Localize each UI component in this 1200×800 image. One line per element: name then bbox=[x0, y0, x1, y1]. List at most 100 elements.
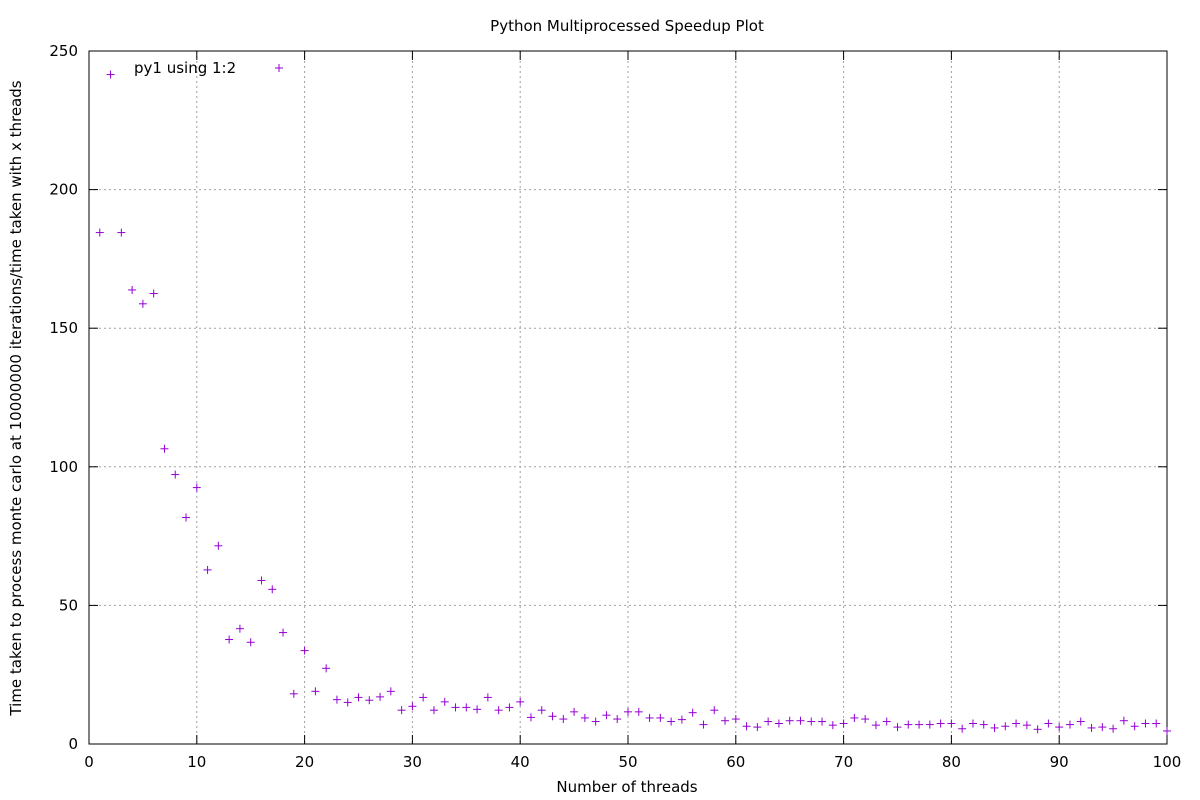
data-point bbox=[936, 719, 945, 728]
data-point bbox=[397, 706, 406, 715]
data-point bbox=[171, 470, 180, 479]
data-point bbox=[699, 720, 708, 729]
data-point bbox=[721, 716, 730, 725]
data-point bbox=[710, 706, 719, 715]
x-tick-label: 50 bbox=[618, 753, 637, 771]
data-point bbox=[731, 715, 740, 724]
legend-marker-sample bbox=[275, 64, 283, 72]
plot-frame bbox=[88, 50, 1168, 745]
data-point bbox=[839, 719, 848, 728]
y-axis-title: Time taken to process monte carlo at 100… bbox=[7, 80, 25, 716]
data-point bbox=[645, 713, 654, 722]
data-point bbox=[990, 723, 999, 732]
x-tick-label: 30 bbox=[403, 753, 422, 771]
data-points bbox=[95, 70, 1171, 735]
data-point bbox=[1044, 719, 1053, 728]
data-point bbox=[138, 299, 147, 308]
data-point bbox=[613, 715, 622, 724]
data-point bbox=[818, 717, 827, 726]
data-point bbox=[246, 638, 255, 647]
data-point bbox=[1141, 719, 1150, 728]
data-point bbox=[947, 719, 956, 728]
data-point bbox=[1087, 723, 1096, 732]
x-tick-label: 0 bbox=[84, 753, 94, 771]
data-point bbox=[95, 228, 104, 237]
data-point bbox=[279, 628, 288, 637]
data-point bbox=[311, 687, 320, 696]
data-point bbox=[440, 697, 449, 706]
data-point bbox=[958, 724, 967, 733]
y-tick-label: 200 bbox=[49, 181, 78, 199]
data-point bbox=[807, 717, 816, 726]
x-tick-label: 100 bbox=[1153, 753, 1182, 771]
x-tick-label: 20 bbox=[295, 753, 314, 771]
x-tick-label: 10 bbox=[187, 753, 206, 771]
data-point bbox=[117, 228, 126, 237]
data-point bbox=[634, 707, 643, 716]
data-point bbox=[1033, 725, 1042, 734]
data-point bbox=[257, 576, 266, 585]
data-point bbox=[559, 715, 568, 724]
data-point bbox=[386, 687, 395, 696]
data-point bbox=[1022, 721, 1031, 730]
data-point bbox=[408, 702, 417, 711]
legend-label: py1 using 1:2 bbox=[134, 59, 236, 77]
data-point bbox=[882, 717, 891, 726]
data-point bbox=[365, 696, 374, 705]
data-point bbox=[774, 719, 783, 728]
data-point bbox=[462, 703, 471, 712]
data-point bbox=[343, 698, 352, 707]
data-point bbox=[1001, 722, 1010, 731]
data-point bbox=[688, 708, 697, 717]
data-point bbox=[764, 717, 773, 726]
data-point bbox=[753, 723, 762, 732]
data-point bbox=[1055, 723, 1064, 732]
y-tick-label: 250 bbox=[49, 42, 78, 60]
data-point bbox=[915, 720, 924, 729]
data-point bbox=[214, 541, 223, 550]
data-point bbox=[904, 720, 913, 729]
data-point bbox=[1119, 716, 1128, 725]
data-point bbox=[1130, 722, 1139, 731]
data-point bbox=[1109, 724, 1118, 733]
data-point bbox=[516, 697, 525, 706]
x-tick-label: 70 bbox=[834, 753, 853, 771]
legend: py1 using 1:2 bbox=[134, 59, 283, 77]
y-tick-label: 150 bbox=[49, 319, 78, 337]
data-point bbox=[149, 289, 158, 298]
data-point bbox=[979, 720, 988, 729]
data-point bbox=[473, 705, 482, 714]
data-point bbox=[192, 483, 201, 492]
data-point bbox=[602, 711, 611, 720]
data-point bbox=[742, 722, 751, 731]
data-point bbox=[861, 715, 870, 724]
data-point bbox=[419, 693, 428, 702]
data-point bbox=[796, 716, 805, 725]
data-point bbox=[667, 717, 676, 726]
data-point bbox=[1163, 726, 1171, 735]
data-point bbox=[850, 713, 859, 722]
data-point bbox=[828, 721, 837, 730]
data-point bbox=[429, 706, 438, 715]
data-point bbox=[677, 715, 686, 724]
data-point bbox=[322, 664, 331, 673]
data-point bbox=[225, 635, 234, 644]
y-tick-label: 50 bbox=[59, 596, 78, 614]
data-point bbox=[624, 707, 632, 716]
data-point bbox=[332, 695, 341, 704]
legend-marker-plus bbox=[275, 64, 283, 72]
data-point bbox=[1098, 723, 1107, 732]
data-point bbox=[526, 713, 535, 722]
data-point bbox=[300, 646, 309, 655]
data-point bbox=[451, 703, 460, 712]
data-point bbox=[182, 513, 191, 522]
data-point bbox=[570, 707, 579, 716]
x-axis-title: Number of threads bbox=[556, 778, 697, 796]
data-point bbox=[376, 692, 385, 701]
data-point bbox=[656, 713, 665, 722]
data-point bbox=[968, 719, 977, 728]
data-point bbox=[580, 713, 589, 722]
data-point bbox=[1076, 717, 1085, 726]
chart-title: Python Multiprocessed Speedup Plot bbox=[490, 17, 764, 35]
